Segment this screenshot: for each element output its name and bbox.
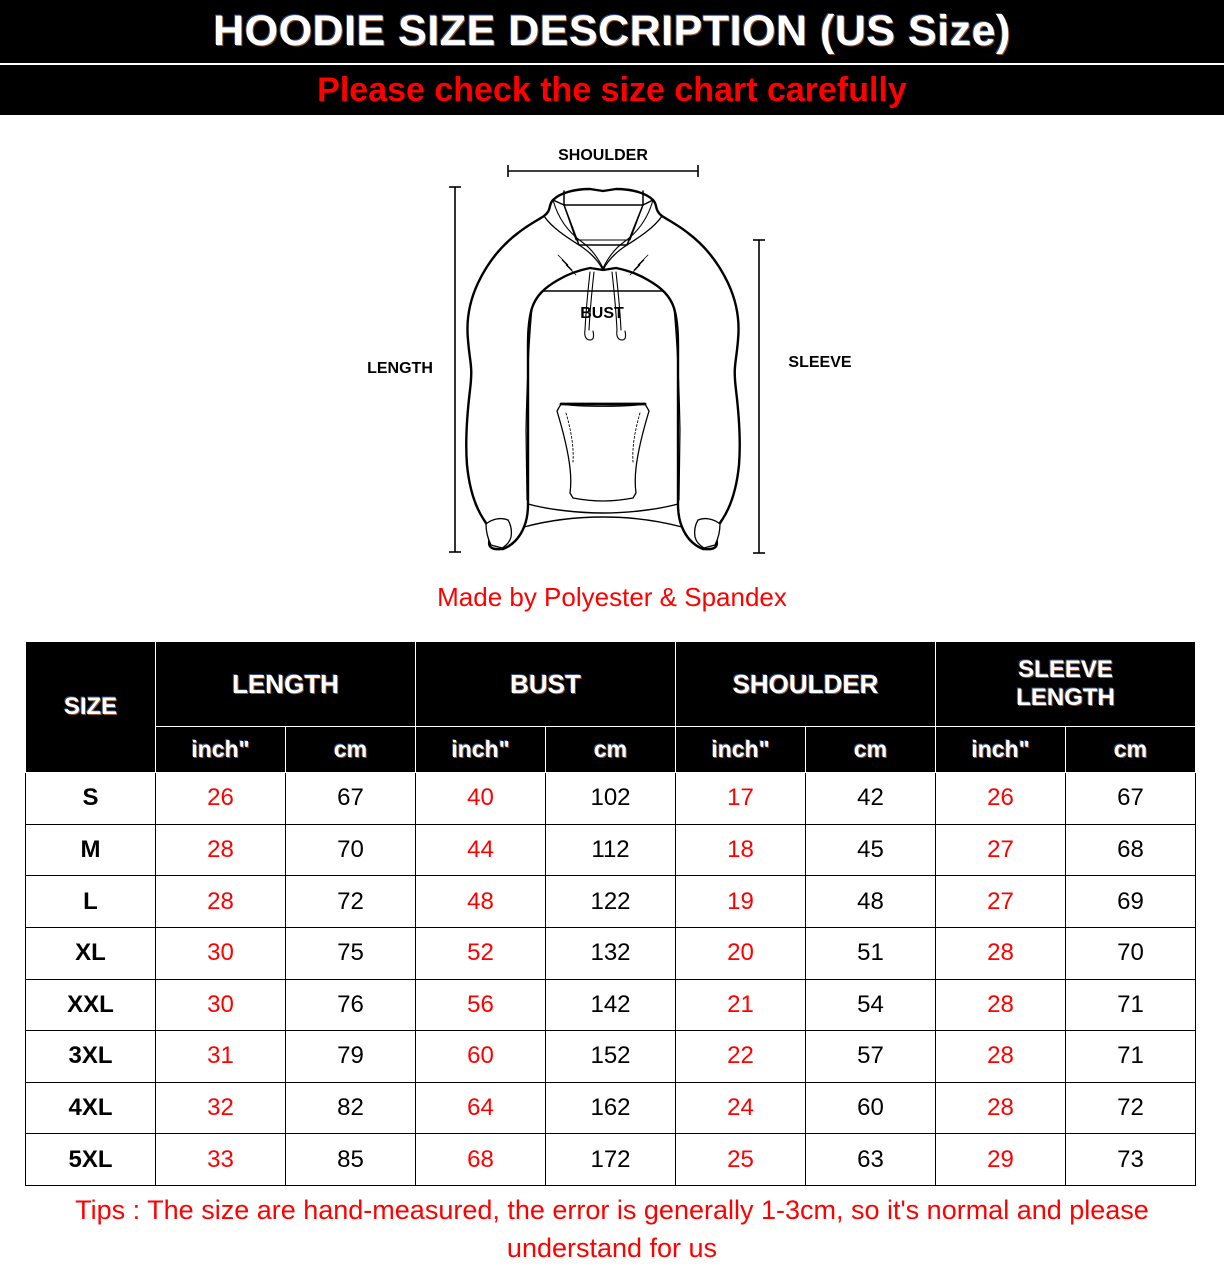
svg-text:LENGTH: LENGTH bbox=[367, 360, 433, 377]
svg-text:SLEEVE: SLEEVE bbox=[788, 354, 851, 371]
svg-text:SHOULDER: SHOULDER bbox=[558, 147, 648, 164]
